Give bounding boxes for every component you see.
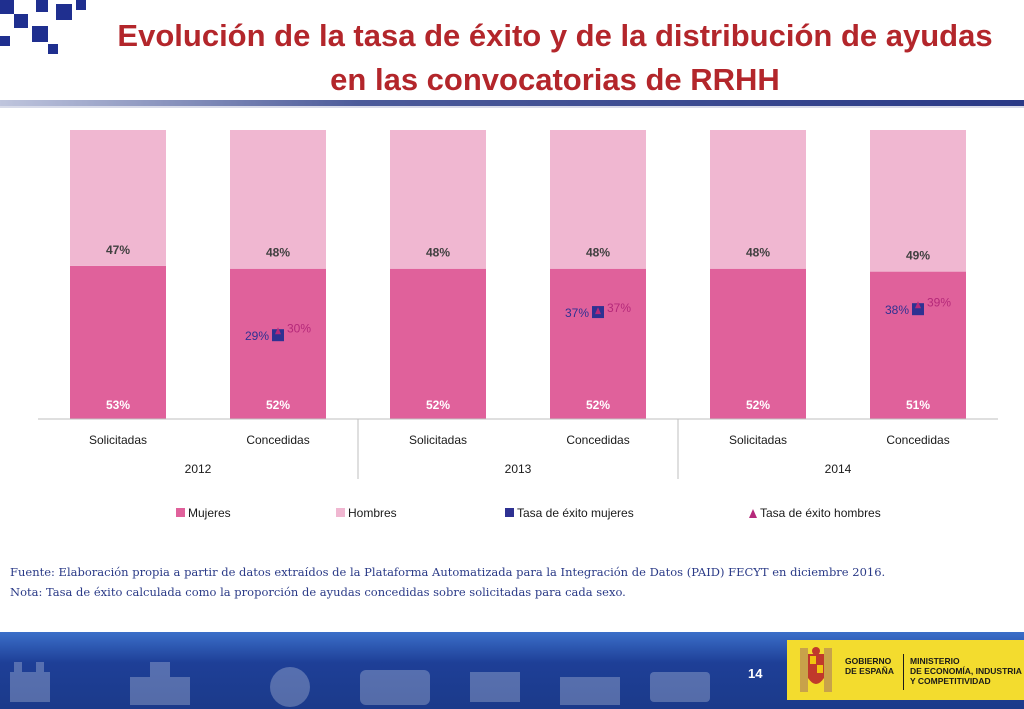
chart-notes: Fuente: Elaboración propia a partir de d… bbox=[10, 562, 1010, 602]
marker-tasa-hombres bbox=[915, 301, 921, 309]
group-year-label: 2013 bbox=[505, 462, 532, 476]
method-note: Nota: Tasa de éxito calculada como la pr… bbox=[10, 585, 626, 599]
source-note: Fuente: Elaboración propia a partir de d… bbox=[10, 565, 886, 579]
data-label-hombres: 47% bbox=[106, 243, 130, 257]
ministry-line-1: MINISTERIO bbox=[910, 656, 960, 666]
data-label-hombres: 48% bbox=[266, 246, 290, 260]
gov-label: GOBIERNO DE ESPAÑA bbox=[845, 656, 894, 676]
legend-swatch bbox=[505, 508, 514, 517]
category-tick-label: Concedidas bbox=[886, 433, 949, 447]
category-tick-label: Solicitadas bbox=[409, 433, 467, 447]
title-divider bbox=[0, 100, 1024, 106]
group-year-label: 2014 bbox=[825, 462, 852, 476]
legend-swatch bbox=[176, 508, 185, 517]
page-title: Evolución de la tasa de éxito y de la di… bbox=[117, 18, 993, 97]
data-label-hombres: 49% bbox=[906, 249, 930, 263]
bar-mujeres bbox=[70, 265, 166, 419]
category-tick-label: Solicitadas bbox=[729, 433, 787, 447]
legend-label: Mujeres bbox=[188, 506, 231, 520]
legend-label: Tasa de éxito hombres bbox=[760, 506, 881, 520]
stacked-bar-chart: 53% 47% Solicitadas 52% 48% Concedidas 29% 30% 5… bbox=[38, 130, 998, 520]
data-label-tasa-mujeres: 37% bbox=[565, 306, 589, 320]
data-label-tasa-mujeres: 38% bbox=[885, 303, 909, 317]
data-label-hombres: 48% bbox=[426, 246, 450, 260]
data-label-tasa-hombres: 37% bbox=[607, 301, 631, 315]
data-label-tasa-hombres: 30% bbox=[287, 321, 311, 335]
category-tick-label: Solicitadas bbox=[89, 433, 147, 447]
data-label-mujeres: 52% bbox=[426, 398, 450, 412]
gov-line-2: DE ESPAÑA bbox=[845, 666, 894, 676]
data-label-tasa-hombres: 39% bbox=[927, 295, 951, 309]
bar-hombres bbox=[230, 130, 326, 269]
ministry-label: MINISTERIO DE ECONOMÍA, INDUSTRIA Y COMP… bbox=[910, 656, 1022, 686]
bar-mujeres bbox=[870, 271, 966, 419]
data-label-mujeres: 53% bbox=[106, 398, 130, 412]
data-label-mujeres: 52% bbox=[586, 398, 610, 412]
title-divider-thin bbox=[0, 106, 1024, 108]
bar-mujeres bbox=[390, 268, 486, 419]
ministry-line-3: Y COMPETITIVIDAD bbox=[910, 676, 991, 686]
marker-tasa-hombres bbox=[275, 327, 281, 335]
bar-hombres bbox=[390, 130, 486, 269]
category-tick-label: Concedidas bbox=[566, 433, 629, 447]
bar-mujeres bbox=[230, 268, 326, 419]
marker-tasa-mujeres bbox=[912, 303, 924, 316]
data-label-tasa-mujeres: 29% bbox=[245, 329, 269, 343]
data-label-mujeres: 52% bbox=[746, 398, 770, 412]
marker-tasa-hombres bbox=[595, 307, 601, 315]
bar-hombres bbox=[70, 130, 166, 266]
coat-of-arms-icon bbox=[800, 647, 832, 692]
page-number: 14 bbox=[748, 666, 763, 681]
bar-mujeres bbox=[710, 268, 806, 419]
category-tick-label: Concedidas bbox=[246, 433, 309, 447]
group-year-label: 2012 bbox=[185, 462, 212, 476]
legend-swatch bbox=[749, 509, 757, 518]
data-label-hombres: 48% bbox=[586, 246, 610, 260]
decorative-emblems bbox=[10, 662, 710, 707]
gov-line-1: GOBIERNO bbox=[845, 656, 892, 666]
legend-label: Tasa de éxito mujeres bbox=[517, 506, 634, 520]
data-label-mujeres: 51% bbox=[906, 398, 930, 412]
bar-hombres bbox=[710, 130, 806, 269]
bar-mujeres bbox=[550, 268, 646, 419]
marker-tasa-mujeres bbox=[272, 329, 284, 342]
ministry-line-2: DE ECONOMÍA, INDUSTRIA bbox=[910, 666, 1022, 676]
gov-separator bbox=[903, 654, 904, 690]
legend-label: Hombres bbox=[348, 506, 397, 520]
data-label-hombres: 48% bbox=[746, 246, 770, 260]
data-label-mujeres: 52% bbox=[266, 398, 290, 412]
bar-hombres bbox=[550, 130, 646, 269]
bar-hombres bbox=[870, 130, 966, 272]
corner-logo-squares bbox=[0, 0, 92, 62]
legend-swatch bbox=[336, 508, 345, 517]
plot-area bbox=[38, 130, 998, 419]
